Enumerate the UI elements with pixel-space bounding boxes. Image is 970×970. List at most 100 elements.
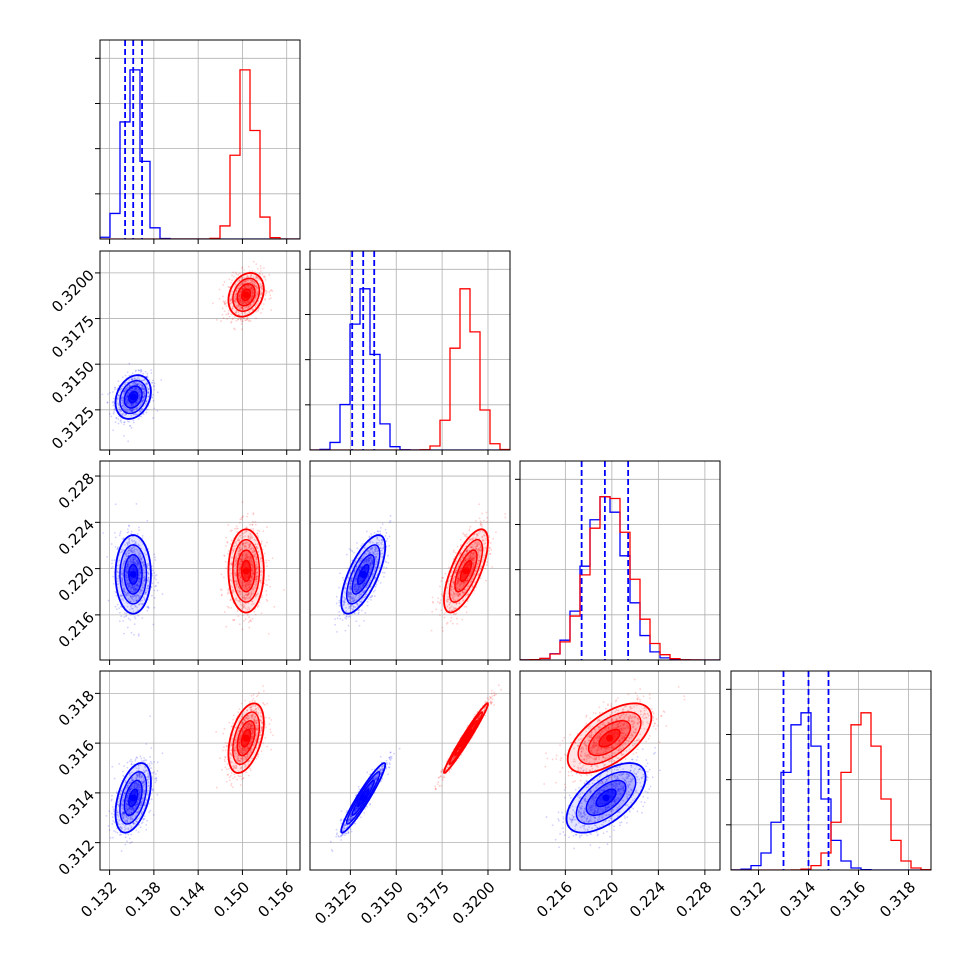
scatter-point xyxy=(141,617,144,619)
scatter-point xyxy=(387,561,390,564)
scatter-point xyxy=(147,579,150,582)
scatter-point xyxy=(142,399,145,402)
scatter-point xyxy=(154,585,157,588)
scatter-point xyxy=(229,298,232,301)
scatter-point xyxy=(246,512,249,515)
scatter-point xyxy=(456,623,459,625)
scatter-point xyxy=(141,400,144,403)
scatter-point xyxy=(135,503,138,505)
scatter-point xyxy=(257,308,260,311)
scatter-point xyxy=(356,542,358,544)
scatter-point xyxy=(251,296,254,298)
scatter-point xyxy=(143,578,146,580)
scatter-point xyxy=(150,372,153,374)
scatter-point xyxy=(256,277,259,280)
scatter-point xyxy=(243,301,245,304)
scatter-point xyxy=(125,387,128,390)
scatter-point xyxy=(127,585,130,588)
scatter-point xyxy=(247,276,250,279)
scatter-point xyxy=(245,301,248,304)
scatter-point xyxy=(245,300,248,303)
scatter-point xyxy=(342,579,345,582)
scatter-point xyxy=(248,319,251,321)
scatter-point xyxy=(147,572,150,575)
scatter-point xyxy=(130,405,133,407)
scatter-point xyxy=(143,580,146,583)
scatter-point xyxy=(130,409,133,412)
scatter-point xyxy=(249,288,252,290)
scatter-point xyxy=(248,311,251,313)
scatter-point xyxy=(129,389,131,392)
scatter-point xyxy=(126,398,129,401)
scatter-point xyxy=(270,309,273,311)
scatter-point xyxy=(116,571,119,573)
scatter-point xyxy=(239,300,241,303)
scatter-point xyxy=(152,623,155,626)
scatter-point xyxy=(226,540,229,543)
scatter-point xyxy=(155,585,157,587)
scatter-point xyxy=(122,407,125,409)
scatter-point xyxy=(252,520,254,523)
scatter-point xyxy=(347,624,350,627)
scatter-point xyxy=(127,440,130,443)
scatter-point xyxy=(135,563,138,565)
scatter-point xyxy=(117,422,120,425)
scatter-point xyxy=(247,265,250,268)
scatter-point xyxy=(138,529,140,532)
scatter-point xyxy=(123,537,125,540)
scatter-point xyxy=(239,299,242,302)
scatter-point xyxy=(247,300,250,303)
scatter-point xyxy=(230,299,232,302)
scatter-point xyxy=(234,315,236,318)
scatter-point xyxy=(137,418,140,421)
density-peak xyxy=(359,570,367,578)
scatter-point xyxy=(267,632,270,635)
scatter-point xyxy=(239,299,241,301)
scatter-point xyxy=(263,275,266,278)
scatter-point xyxy=(134,558,136,561)
scatter-point xyxy=(266,565,268,568)
scatter-point xyxy=(120,595,122,598)
scatter-point xyxy=(113,408,116,411)
scatter-point xyxy=(139,572,142,575)
scatter-point xyxy=(482,519,485,522)
scatter-point xyxy=(119,389,122,391)
scatter-point xyxy=(243,281,246,283)
scatter-point xyxy=(361,543,364,545)
scatter-point xyxy=(265,590,268,592)
scatter-point xyxy=(135,413,137,416)
scatter-point xyxy=(248,284,251,287)
scatter-point xyxy=(239,284,242,287)
panel-1-1 xyxy=(305,250,511,455)
scatter-point xyxy=(120,581,123,584)
scatter-point xyxy=(257,287,259,290)
scatter-point xyxy=(142,398,145,401)
scatter-point xyxy=(240,516,243,519)
scatter-point xyxy=(125,594,128,597)
panel-frame xyxy=(99,39,301,240)
scatter-point xyxy=(134,557,136,560)
scatter-point xyxy=(139,397,141,400)
scatter-point xyxy=(138,603,140,606)
scatter-point xyxy=(140,557,143,560)
scatter-point xyxy=(250,280,253,283)
scatter-point xyxy=(266,600,269,602)
scatter-point xyxy=(137,595,140,598)
scatter-point xyxy=(138,393,141,396)
scatter-point xyxy=(140,385,143,388)
scatter-point xyxy=(121,550,124,553)
scatter-point xyxy=(147,607,150,609)
scatter-point xyxy=(230,606,233,609)
scatter-point xyxy=(127,386,130,389)
scatter-point xyxy=(124,593,127,596)
scatter-point xyxy=(135,401,138,404)
scatter-point xyxy=(138,578,141,580)
scatter-point xyxy=(246,284,248,287)
y-tick-label: 0.220 xyxy=(55,562,98,605)
scatter-point xyxy=(260,596,263,599)
scatter-point xyxy=(125,558,127,561)
scatter-point xyxy=(123,423,125,426)
scatter-point xyxy=(252,300,255,303)
scatter-point xyxy=(139,391,142,394)
scatter-point xyxy=(122,562,125,565)
